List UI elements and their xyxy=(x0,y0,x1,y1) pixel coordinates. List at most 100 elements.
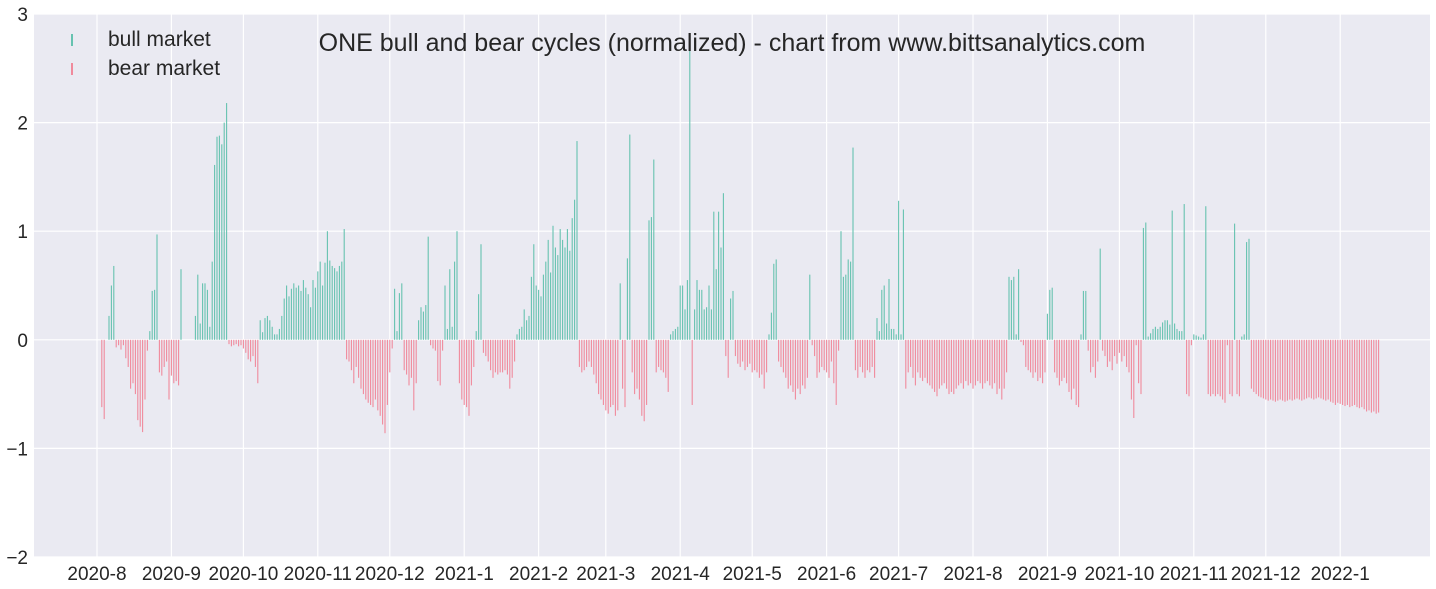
bull-bar xyxy=(547,239,549,340)
bear-bar xyxy=(434,339,436,351)
bull-bar xyxy=(202,283,204,340)
bull-bar xyxy=(619,283,621,340)
bull-bar xyxy=(110,285,112,340)
bull-bar xyxy=(1181,331,1183,340)
bull-bar xyxy=(883,285,885,340)
bear-bar xyxy=(658,339,660,367)
bear-bar xyxy=(1354,339,1356,405)
bear-bar xyxy=(958,339,960,386)
bull-bar xyxy=(336,271,338,340)
bear-bar xyxy=(1339,339,1341,404)
bear-bar xyxy=(1006,339,1008,373)
bear-bar xyxy=(1334,339,1336,405)
x-axis-ticks: 2020-8 2020-9 2020-10 2020-11 2020-12 2021-1 2… xyxy=(67,564,1369,585)
bull-bar xyxy=(698,289,700,340)
bear-bar xyxy=(1186,339,1188,395)
bear-bar xyxy=(926,339,928,384)
bull-bar xyxy=(444,285,446,340)
bear-bar xyxy=(1265,339,1267,400)
bear-bar xyxy=(912,339,914,378)
bull-bar xyxy=(319,261,321,340)
bear-bar xyxy=(1102,339,1104,351)
bear-bar xyxy=(506,339,508,375)
bear-bar xyxy=(1003,339,1005,389)
bear-bar xyxy=(1054,339,1056,373)
bull-bar xyxy=(679,285,681,340)
bull-bar xyxy=(259,320,261,340)
x-tick-label: 2021-5 xyxy=(723,564,782,585)
bull-bar xyxy=(1176,328,1178,340)
bear-bar xyxy=(254,339,256,367)
x-tick-label: 2021-9 xyxy=(1018,564,1077,585)
bear-bar xyxy=(742,339,744,362)
bear-bar xyxy=(132,339,134,384)
bear-bar xyxy=(134,339,136,395)
bull-bar xyxy=(516,334,518,340)
bear-bar xyxy=(905,339,907,389)
bull-bar xyxy=(427,236,429,340)
bear-bar xyxy=(415,339,417,384)
bull-bar xyxy=(1174,323,1176,340)
bear-bar xyxy=(667,339,669,392)
bear-bar xyxy=(799,339,801,395)
bull-bar xyxy=(223,122,225,340)
bull-bar xyxy=(1080,334,1082,340)
bear-bar xyxy=(1042,339,1044,384)
bear-bar xyxy=(1289,339,1291,400)
x-tick-label: 2021-12 xyxy=(1231,564,1301,585)
bull-bar xyxy=(1157,328,1159,340)
bear-bar xyxy=(173,339,175,384)
bear-bar xyxy=(835,339,837,405)
bear-bar xyxy=(1286,339,1288,401)
bull-bar xyxy=(1195,335,1197,340)
bear-bar xyxy=(802,339,804,386)
bear-bar xyxy=(137,339,139,421)
bull-bar xyxy=(1010,280,1012,340)
bull-bar xyxy=(850,261,852,340)
bear-bar xyxy=(1126,339,1128,367)
bear-bar xyxy=(1135,339,1137,346)
bear-bar xyxy=(919,339,921,378)
bear-bar xyxy=(406,339,408,375)
bull-bar xyxy=(1202,334,1204,340)
bull-bar xyxy=(425,305,427,340)
bear-bar xyxy=(871,339,873,367)
bear-bar xyxy=(384,339,386,434)
legend-label-bear: bear market xyxy=(108,57,220,80)
bear-bar xyxy=(1128,339,1130,373)
bear-bar xyxy=(1111,339,1113,371)
bear-bar xyxy=(727,339,729,378)
bull-bar xyxy=(1082,290,1084,340)
bear-bar xyxy=(365,339,367,400)
bear-bar xyxy=(178,339,180,386)
bull-bar xyxy=(322,285,324,340)
bear-bar xyxy=(598,339,600,395)
bull-bar xyxy=(523,309,525,340)
legend-swatch-bear xyxy=(71,63,73,75)
bull-bar xyxy=(422,311,424,340)
bear-bar xyxy=(1337,339,1339,403)
bull-bar xyxy=(775,259,777,340)
bear-bar xyxy=(595,339,597,384)
bull-bar xyxy=(1243,334,1245,340)
bull-bar xyxy=(708,285,710,340)
bear-bar xyxy=(816,339,818,378)
bear-bar xyxy=(245,339,247,353)
bear-bar xyxy=(130,339,132,389)
bear-bar xyxy=(125,339,127,359)
bull-bar xyxy=(218,135,220,340)
bear-bar xyxy=(235,339,237,345)
bull-bar xyxy=(1085,290,1087,340)
bull-bar xyxy=(538,289,540,340)
bear-bar xyxy=(624,339,626,408)
bear-bar xyxy=(168,339,170,400)
bear-bar xyxy=(1224,339,1226,403)
bull-bar xyxy=(770,312,772,340)
bear-bar xyxy=(504,339,506,371)
bear-bar xyxy=(1106,339,1108,367)
bear-bar xyxy=(1332,339,1334,403)
bull-bar xyxy=(1147,336,1149,340)
bear-bar xyxy=(170,339,172,376)
bull-bar xyxy=(895,334,897,340)
bear-bar xyxy=(1109,339,1111,362)
